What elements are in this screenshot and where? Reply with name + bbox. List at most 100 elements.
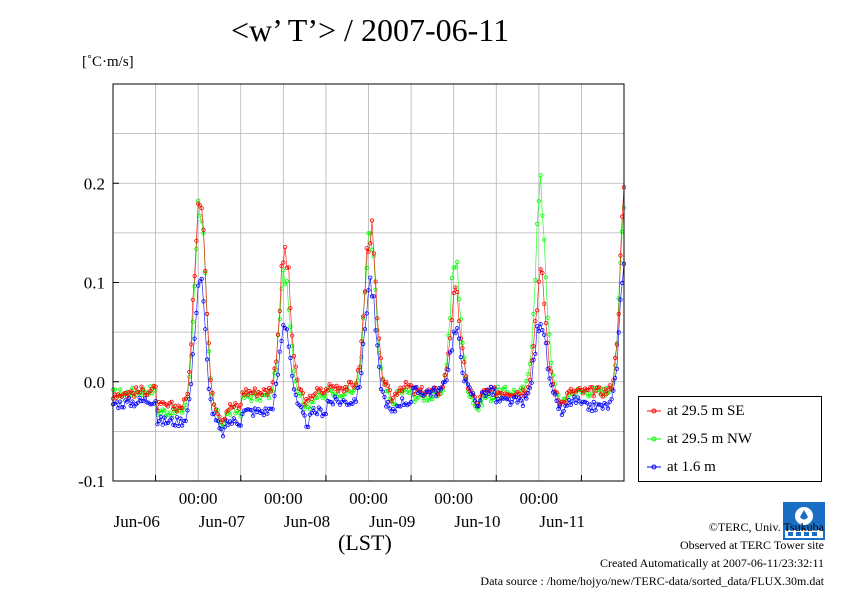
data-point-2: [591, 399, 596, 404]
data-point-0: [245, 392, 250, 397]
data-point-2: [488, 384, 493, 390]
data-point-1: [350, 390, 355, 395]
data-point-2: [371, 294, 376, 299]
data-point-0: [341, 389, 346, 394]
data-point-1: [314, 395, 320, 401]
data-point-1: [407, 390, 412, 395]
data-point-0: [612, 355, 618, 361]
data-point-0: [288, 306, 293, 311]
data-point-0: [373, 279, 378, 284]
data-point-2: [203, 327, 208, 332]
data-point-1: [476, 407, 481, 413]
data-point-0: [254, 393, 259, 399]
data-point-1: [405, 389, 410, 395]
data-point-1: [424, 398, 430, 403]
data-point-0: [252, 386, 257, 391]
data-point-0: [549, 369, 554, 374]
data-point-2: [526, 390, 531, 396]
data-point-2: [361, 341, 366, 346]
data-point-0: [588, 385, 593, 390]
legend-label-se: at 29.5 m SE: [667, 402, 745, 419]
data-point-2: [157, 418, 162, 424]
data-point-2: [180, 423, 185, 428]
data-point-0: [579, 387, 584, 393]
legend-marker-near: [647, 464, 661, 470]
data-point-2: [337, 402, 343, 407]
data-point-2: [575, 395, 581, 400]
data-point-2: [139, 398, 144, 404]
data-point-2: [616, 330, 621, 335]
data-point-1: [534, 221, 540, 226]
data-point-0: [329, 384, 334, 389]
data-point-0: [277, 308, 282, 314]
data-point-2: [549, 382, 554, 388]
data-point-1: [540, 213, 545, 218]
data-point-2: [259, 409, 265, 414]
data-point-0: [272, 366, 277, 371]
data-point-1: [162, 408, 167, 413]
data-point-2: [194, 310, 199, 315]
data-point-2: [286, 344, 291, 349]
data-point-0: [130, 390, 135, 395]
data-point-1: [488, 398, 493, 404]
data-point-2: [369, 294, 375, 299]
data-point-0: [332, 386, 337, 391]
data-point-2: [540, 327, 545, 333]
data-point-2: [130, 399, 135, 404]
data-point-0: [174, 409, 179, 414]
legend-label-nw: at 29.5 m NW: [667, 430, 752, 447]
data-point-2: [261, 412, 266, 418]
data-point-2: [384, 404, 389, 409]
data-point-0: [185, 391, 190, 396]
data-point-0: [291, 353, 297, 359]
data-point-2: [215, 418, 220, 423]
x-tick-date-label: Jun-11: [539, 512, 585, 531]
data-point-0: [263, 387, 268, 393]
data-point-0: [364, 246, 369, 251]
x-tick-time-label: 00:00: [179, 489, 218, 508]
data-point-0: [534, 308, 540, 313]
series-line-0: [112, 187, 625, 424]
data-point-1: [190, 319, 195, 324]
data-point-2: [568, 402, 573, 407]
data-point-0: [192, 273, 197, 279]
data-point-2: [527, 386, 533, 391]
data-point-1: [180, 410, 185, 415]
data-point-0: [238, 402, 243, 407]
data-point-2: [375, 343, 380, 348]
data-point-0: [199, 206, 204, 211]
data-point-2: [142, 396, 147, 401]
data-point-0: [206, 341, 211, 346]
data-point-2: [536, 328, 541, 334]
data-point-0: [597, 385, 602, 390]
data-point-1: [453, 265, 458, 270]
data-point-2: [478, 398, 483, 403]
x-tick-date-label: Jun-07: [199, 512, 246, 531]
data-point-0: [568, 386, 573, 391]
data-point-0: [376, 336, 382, 341]
data-point-2: [291, 387, 297, 392]
data-point-0: [595, 385, 600, 390]
data-point-2: [444, 378, 449, 383]
data-point-2: [600, 406, 605, 411]
data-point-2: [368, 275, 373, 280]
data-point-0: [345, 387, 350, 392]
data-point-1: [547, 332, 552, 337]
data-point-0: [346, 379, 352, 385]
data-point-1: [258, 398, 263, 403]
data-point-2: [586, 407, 591, 412]
data-point-2: [460, 370, 465, 375]
data-point-2: [366, 288, 371, 293]
data-point-2: [431, 385, 437, 390]
data-point-2: [515, 400, 520, 405]
data-point-0: [210, 390, 215, 395]
credit-copyright: ©TERC, Univ. Tsukuba: [708, 520, 824, 534]
data-point-2: [385, 399, 391, 405]
data-point-1: [311, 400, 316, 405]
data-point-0: [236, 406, 242, 411]
data-point-0: [581, 391, 586, 396]
data-point-0: [229, 405, 234, 410]
data-point-2: [433, 394, 438, 399]
credit-created: Created Automatically at 2007-06-11/23:3…: [599, 556, 824, 570]
data-point-2: [483, 393, 488, 399]
